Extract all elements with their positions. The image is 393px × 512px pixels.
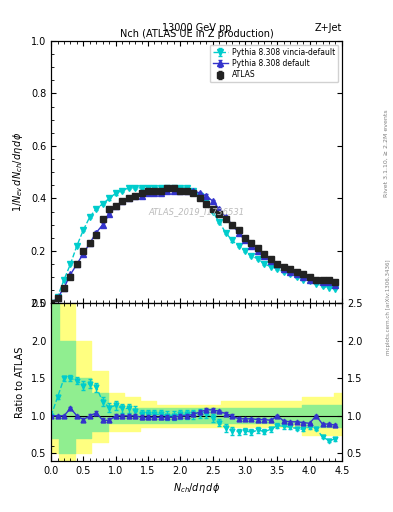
Title: Nch (ATLAS UE in Z production): Nch (ATLAS UE in Z production) xyxy=(119,29,274,39)
Text: Z+Jet: Z+Jet xyxy=(314,23,342,33)
Legend: Pythia 8.308 vincia-default, Pythia 8.308 default, ATLAS: Pythia 8.308 vincia-default, Pythia 8.30… xyxy=(209,45,338,82)
Text: mcplots.cern.ch [arXiv:1306.3436]: mcplots.cern.ch [arXiv:1306.3436] xyxy=(386,260,391,355)
Y-axis label: Ratio to ATLAS: Ratio to ATLAS xyxy=(15,347,25,418)
Text: ATLAS_2019_I1736531: ATLAS_2019_I1736531 xyxy=(149,207,244,216)
Text: Rivet 3.1.10, ≥ 2.2M events: Rivet 3.1.10, ≥ 2.2M events xyxy=(384,110,389,198)
Text: 13000 GeV pp: 13000 GeV pp xyxy=(162,23,231,33)
Y-axis label: $1/N_{ev}\,dN_{ch}/d\eta\,d\phi$: $1/N_{ev}\,dN_{ch}/d\eta\,d\phi$ xyxy=(11,132,25,212)
X-axis label: $N_{ch}/d\eta\,d\phi$: $N_{ch}/d\eta\,d\phi$ xyxy=(173,481,220,495)
